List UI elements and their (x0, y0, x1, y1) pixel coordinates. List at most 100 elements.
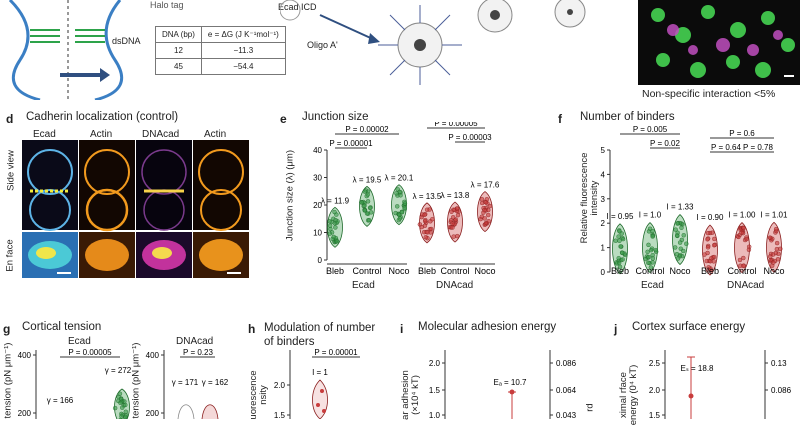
violin-5-point (483, 216, 487, 220)
panel-j-title: Cortex surface energy (632, 321, 745, 333)
halo-tag-label: Halo tag (150, 0, 184, 10)
violin-5-point (484, 221, 488, 225)
violin-4-point (450, 226, 454, 230)
y-tick-label: 0 (318, 256, 323, 265)
data-label: γ = 166 (47, 396, 74, 405)
data-label: Eₛ = 18.8 (680, 364, 714, 373)
violin-2-point (676, 256, 680, 260)
violin-3-point (712, 243, 716, 247)
violin-g-ecad-point (119, 397, 123, 401)
p-value-label: P = 0.00003 (448, 133, 492, 142)
dsdna-label: dsDNA (112, 36, 141, 46)
violin-5-point (775, 241, 779, 245)
violin-5-point (774, 251, 778, 255)
violin-g-ecad-point (113, 406, 117, 410)
violin-3-point (709, 256, 713, 260)
table-cell: 45 (156, 59, 202, 75)
y-tick-label: 40 (313, 146, 322, 155)
violin-3-point (424, 235, 428, 239)
violin-0-point (328, 232, 332, 236)
violin-4-point (452, 235, 456, 239)
data-label: I = 1.01 (761, 210, 788, 219)
violin-5-point (774, 227, 778, 231)
y-tick-label: 0.086 (556, 359, 577, 368)
panel-f-group-dnacad: DNAcad (727, 280, 764, 291)
table-cell: −54.4 (201, 59, 285, 75)
violin-3-point (706, 245, 710, 249)
data-label: λ = 17.6 (471, 181, 500, 190)
y-tick-label: 200 (18, 409, 32, 418)
violin-1-point (369, 210, 373, 214)
y-tick-label: 0 (601, 268, 606, 277)
data-label: I = 1.0 (639, 211, 662, 220)
violin-3-point (705, 237, 709, 241)
violin-3-point (429, 227, 433, 231)
x-tick-label: Control (440, 266, 469, 276)
cell-schematic (280, 0, 625, 100)
p-value-label: P = 0.00005 (68, 348, 112, 357)
violin-2-point (398, 216, 402, 220)
violin-5-point (776, 257, 780, 261)
y-tick-label: 5 (601, 146, 606, 155)
panel-e-group-ecad: Ecad (352, 280, 375, 291)
col-label-ecad: Ecad (33, 129, 56, 140)
x-tick-label: Noco (763, 266, 784, 276)
violin-4-point (741, 256, 745, 260)
violin-3-point (702, 253, 706, 257)
data-point (510, 390, 515, 395)
violin-0-point (617, 261, 621, 265)
violin-2-point (682, 233, 686, 237)
violin-2-point (399, 193, 403, 197)
violin-3-point (423, 219, 427, 223)
p-value-label: P = 0.00001 (329, 139, 373, 148)
violin-1-point (368, 206, 372, 210)
data-point (689, 394, 694, 399)
x-tick-label: Noco (474, 266, 495, 276)
violin-1-point (651, 260, 655, 264)
violin-5-point (484, 200, 488, 204)
violin-3-point (425, 208, 429, 212)
x-tick-label: Noco (669, 266, 690, 276)
y-tick-label: 0.064 (556, 386, 577, 395)
p-value-label: P = 0.00002 (345, 125, 389, 134)
y-tick-label: 0.086 (771, 386, 792, 395)
violin-0-point (333, 210, 337, 214)
violin-g-ecad-point (124, 415, 128, 419)
violin-1-point (646, 243, 650, 247)
x-tick-label: Control (352, 266, 381, 276)
violin-g-ecad-point (119, 414, 123, 418)
y-tick-label: 400 (18, 351, 32, 360)
y-tick-label: 2.0 (274, 381, 286, 390)
violin-4-point (747, 248, 751, 252)
violin-4-point (739, 231, 743, 235)
violin-5-point (771, 261, 775, 265)
violin-3-point (430, 217, 434, 221)
panel-i-title: Molecular adhesion energy (418, 321, 556, 333)
data-label: λ = 13.8 (441, 191, 470, 200)
x-tick-label: Noco (388, 266, 409, 276)
table-cell: −11.3 (201, 43, 285, 59)
p-value-label: P = 0.78 (743, 143, 773, 152)
x-tick-label: Bleb (701, 266, 719, 276)
col-label-dnacad: DNAcad (142, 129, 179, 140)
violin-4-point (742, 226, 746, 230)
violin-5-point (768, 255, 772, 259)
violin-4-point (456, 213, 460, 217)
violin-1-point (651, 256, 655, 260)
violin-g-ecad-point (118, 392, 122, 396)
violin-0-point (334, 218, 338, 222)
p-value-label: P = 0.00001 (314, 348, 358, 357)
violin-0-point (332, 235, 336, 239)
panel-e-group-dnacad: DNAcad (436, 280, 473, 291)
table-header-bp: DNA (bp) (156, 27, 202, 43)
violin-2-point (675, 252, 679, 256)
violin-3-point (420, 225, 424, 229)
row-label-en-face: En face (5, 234, 16, 278)
violin-1-point (646, 261, 650, 265)
table-header-dg: e = ΔG (J K⁻¹mol⁻¹) (201, 27, 285, 43)
violin-1-point (647, 255, 651, 259)
violin-5-point (488, 204, 492, 208)
violin-outline (178, 405, 194, 419)
